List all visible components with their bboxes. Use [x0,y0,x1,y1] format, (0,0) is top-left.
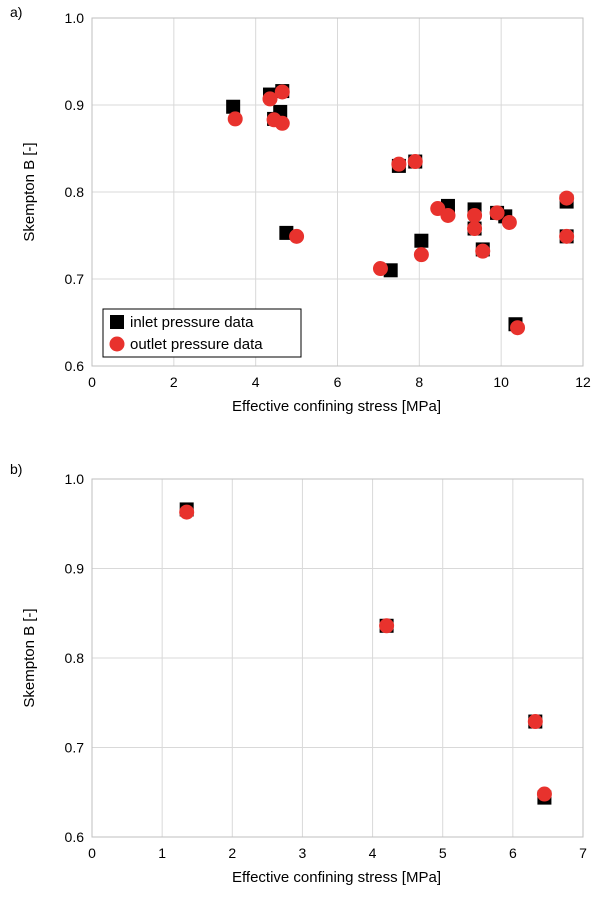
legend-inlet-marker [110,315,124,329]
plot-area [91,17,584,367]
x-tick-label: 0 [88,845,96,861]
outlet-point [262,91,278,107]
x-tick-label: 5 [439,845,447,861]
legend-box [102,308,302,358]
y-tick-label: 0.6 [65,358,85,374]
outlet-point [501,214,517,230]
y-axis-title: Skempton B [-] [21,608,38,707]
x-tick-label: 4 [369,845,377,861]
panel-b-label: b) [10,461,23,477]
legend-outlet-label: outlet pressure data [130,336,263,353]
inlet-point [414,233,429,248]
y-tick-label: 0.9 [65,97,85,113]
x-tick-label: 0 [88,374,96,390]
x-axis-title: Effective confining stress [MPa] [232,869,441,886]
outlet-point [536,786,552,802]
y-tick-label: 1.0 [65,471,85,487]
x-tick-label: 12 [575,374,591,390]
x-tick-label: 10 [493,374,509,390]
y-tick-label: 0.8 [65,184,85,200]
outlet-point [559,228,575,244]
y-axis-title: Skempton B [-] [21,142,38,241]
outlet-point [527,714,543,730]
chart-panel-a: 0 2 4 6 8 10 12 0.6 0.7 0.8 0.9 1.0 Effective confin… [21,10,591,415]
plot-area [91,478,584,838]
y-tick-label: 0.7 [65,271,85,287]
inlet-point [226,99,241,114]
outlet-point [274,115,290,131]
outlet-point [372,261,388,277]
legend-outlet-marker [109,336,125,352]
outlet-point [407,154,423,170]
outlet-point [510,320,526,336]
panel-a-label: a) [10,4,23,20]
outlet-point [475,243,491,259]
x-tick-label: 7 [579,845,587,861]
x-tick-label: 2 [228,845,236,861]
x-tick-label: 4 [252,374,260,390]
outlet-point [379,618,395,634]
outlet-point [467,207,483,223]
x-tick-label: 6 [334,374,342,390]
x-tick-label: 2 [170,374,178,390]
x-tick-label: 1 [158,845,166,861]
outlet-point [440,207,456,223]
outlet-point [289,228,305,244]
legend-inlet-label: inlet pressure data [130,314,254,331]
outlet-point [559,190,575,206]
x-tick-label: 3 [299,845,307,861]
legend: inlet pressure data outlet pressure data [102,308,302,358]
outlet-point [489,205,505,221]
outlet-point [467,221,483,237]
y-tick-label: 0.6 [65,829,85,845]
x-tick-label: 6 [509,845,517,861]
y-tick-label: 0.8 [65,650,85,666]
outlet-point [391,156,407,172]
x-tick-label: 8 [415,374,423,390]
outlet-point [227,111,243,127]
outlet-point [179,504,195,520]
y-tick-label: 0.9 [65,561,85,577]
y-tick-label: 0.7 [65,740,85,756]
outlet-point [413,247,429,263]
y-tick-label: 1.0 [65,10,85,26]
x-axis-title: Effective confining stress [MPa] [232,398,441,415]
chart-panel-b: 0 1 2 3 4 5 6 7 0.6 0.7 0.8 0.9 1.0 Effective confini… [21,471,587,886]
outlet-point [274,84,290,100]
